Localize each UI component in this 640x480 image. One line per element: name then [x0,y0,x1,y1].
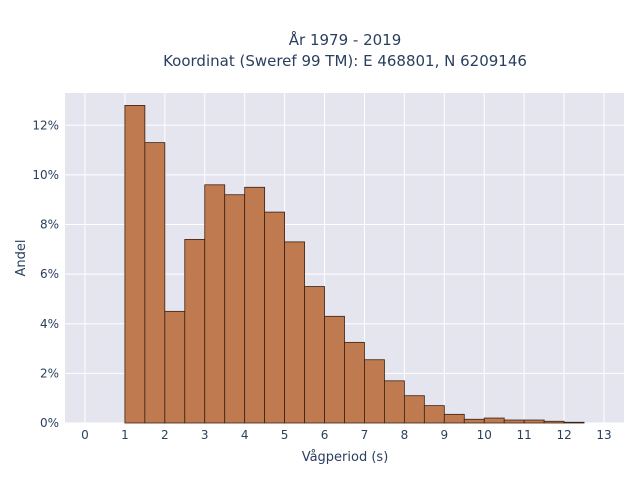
histogram-bar [463,418,485,424]
histogram-bar [523,419,545,424]
histogram-bar [563,421,585,424]
y-tick-label: 12% [32,118,59,132]
histogram-bar [244,186,266,424]
x-tick-label: 4 [241,428,249,442]
histogram-bar [124,105,146,424]
y-tick-label: 6% [40,267,59,281]
x-tick-label: 9 [441,428,449,442]
histogram-bar [503,419,525,424]
x-tick-label: 6 [321,428,329,442]
chart-title-line2: Koordinat (Sweref 99 TM): E 468801, N 62… [163,52,527,70]
x-tick-label: 1 [121,428,129,442]
histogram-bar [403,395,425,424]
histogram-bar [224,194,246,424]
x-tick-label: 7 [361,428,369,442]
histogram-bar [364,359,385,424]
x-tick-labels: 0 1 2 3 4 5 6 7 8 9 10 11 12 13 [81,428,612,442]
y-tick-label: 10% [32,168,59,182]
bars [124,105,585,424]
histogram-bar [543,420,565,424]
x-tick-label: 0 [81,428,89,442]
y-tick-labels: 0% 2% 4% 6% 8% 10% 12% [32,118,59,430]
histogram-bar [284,241,305,424]
x-axis-label: Vågperiod (s) [302,450,389,465]
y-tick-label: 4% [40,317,59,331]
x-tick-label: 10 [477,428,492,442]
chart-title-line1: År 1979 - 2019 [289,30,402,49]
x-tick-label: 2 [161,428,169,442]
histogram-bar [344,341,365,424]
histogram-bar [384,380,405,424]
y-tick-label: 0% [40,416,59,430]
histogram-bar [204,184,226,424]
y-tick-label: 2% [40,366,59,380]
x-tick-label: 5 [281,428,289,442]
histogram-bar [164,310,186,424]
histogram-bar [423,405,445,424]
x-tick-label: 8 [401,428,409,442]
histogram-bar [264,211,286,424]
histogram-bar [144,142,166,424]
histogram-bar [304,286,325,424]
histogram-bar [483,417,505,424]
x-tick-label: 11 [517,428,532,442]
x-tick-label: 3 [201,428,209,442]
histogram-bar [443,413,465,424]
histogram-bar [324,315,345,424]
y-tick-label: 8% [40,218,59,232]
x-tick-label: 13 [596,428,611,442]
y-axis-label: Andel [14,240,29,277]
x-tick-label: 12 [556,428,571,442]
histogram-bar [184,238,206,424]
